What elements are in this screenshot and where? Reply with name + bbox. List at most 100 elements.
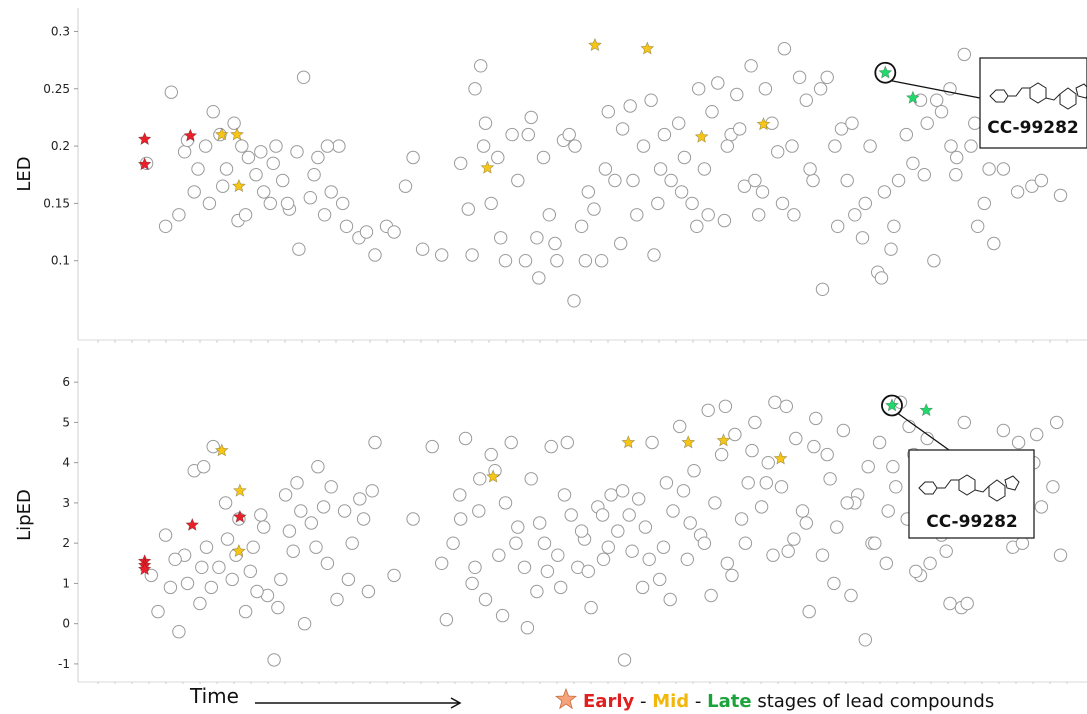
star-mid (231, 178, 246, 193)
data-point (238, 604, 253, 619)
data-point (158, 528, 173, 542)
data-point (663, 592, 677, 607)
data-point (748, 415, 762, 430)
data-point (909, 564, 923, 578)
data-point (923, 556, 937, 570)
data-point (614, 236, 628, 251)
star-mid (230, 127, 244, 141)
star-mid (716, 433, 731, 447)
star-mid (756, 117, 771, 131)
data-point (458, 431, 473, 446)
y-tick-label: 0.25 (43, 82, 70, 96)
data-point (881, 504, 895, 518)
data-point (453, 488, 467, 502)
star-early (137, 562, 152, 576)
data-point (562, 127, 576, 142)
data-point (622, 508, 636, 522)
data-point (653, 162, 668, 176)
data-point (168, 552, 182, 566)
data-point (494, 231, 508, 245)
star-early (232, 509, 247, 523)
legend-separator: - (694, 691, 702, 712)
data-point (647, 248, 661, 262)
data-point (651, 196, 665, 211)
data-point (187, 185, 201, 199)
data-point (560, 435, 574, 450)
data-point (567, 294, 581, 308)
data-point (365, 484, 379, 498)
data-point (324, 480, 338, 494)
legend-early: Early (583, 691, 635, 712)
data-point (238, 208, 253, 222)
data-point (730, 87, 744, 102)
data-point (164, 85, 179, 99)
data-point (779, 399, 793, 413)
data-point (968, 116, 982, 130)
data-point (644, 93, 658, 107)
data-point (250, 584, 264, 599)
data-point (511, 520, 525, 534)
data-point (406, 150, 420, 165)
data-point (246, 540, 260, 554)
data-point (664, 173, 678, 188)
data-point (615, 122, 630, 136)
data-point (868, 536, 882, 550)
data-point (521, 127, 535, 142)
data-point (711, 76, 725, 90)
data-point (498, 496, 513, 510)
data-point (484, 196, 498, 211)
data-point (198, 139, 213, 153)
data-point (834, 122, 849, 136)
star-mid (214, 443, 229, 457)
data-point (774, 480, 789, 494)
data-point (204, 580, 219, 595)
data-point (977, 196, 991, 211)
data-point (758, 82, 773, 96)
data-point (657, 127, 672, 142)
figure: 0.1 0.15 0.2 0.25 0.3 LED CC-99282 -1 0 1 2 3 4 5 6 Li… (14, 8, 1087, 684)
data-point (212, 560, 226, 574)
data-point (893, 395, 908, 409)
data-point (920, 116, 934, 130)
data-point (219, 162, 234, 176)
data-point (899, 127, 913, 142)
data-point (844, 588, 858, 603)
data-point (294, 504, 308, 518)
data-point (803, 162, 817, 176)
star-mid (231, 543, 246, 558)
data-point (957, 47, 971, 62)
data-point (795, 504, 810, 518)
data-point (701, 403, 715, 417)
data-point (551, 548, 565, 562)
data-point (815, 548, 830, 562)
data-point (601, 540, 615, 554)
data-point (840, 173, 854, 188)
data-point (532, 271, 546, 285)
data-point (278, 488, 293, 502)
data-point (199, 540, 214, 554)
data-point (759, 476, 773, 490)
data-point (598, 162, 613, 176)
data-point (1050, 415, 1064, 430)
data-point (296, 70, 311, 85)
callout-line (897, 412, 950, 451)
data-point (297, 617, 312, 631)
data-point (307, 168, 321, 182)
star-mid (588, 37, 602, 52)
y-tick-label: 2 (62, 536, 70, 550)
data-point (884, 242, 898, 256)
data-point (863, 139, 877, 153)
data-point (517, 560, 532, 574)
data-point (276, 173, 290, 188)
data-point (887, 219, 901, 234)
data-point (858, 633, 872, 647)
data-point (717, 213, 732, 228)
data-point (581, 185, 595, 199)
y-tick-label: 6 (62, 375, 70, 389)
data-point (151, 604, 165, 619)
data-point (982, 162, 996, 176)
data-point (317, 208, 332, 222)
data-point (752, 208, 766, 222)
data-point (218, 496, 233, 510)
data-point (524, 472, 538, 486)
